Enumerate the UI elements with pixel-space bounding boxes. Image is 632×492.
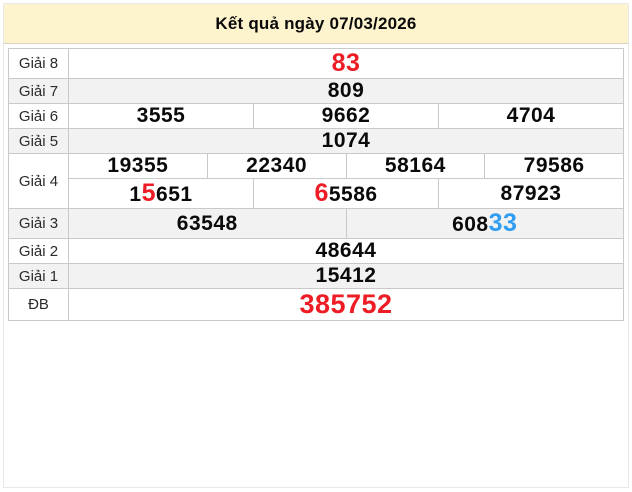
prize-label-giai-8: Giải 8 xyxy=(9,49,69,78)
prize-row-giai-6: Giải 6 3555 9662 4704 xyxy=(9,103,623,128)
digit-group: 48644 xyxy=(315,239,377,262)
prize-number-cell: 22340 xyxy=(206,154,346,178)
prize-number: 48644 xyxy=(316,239,377,263)
prize-number: 65586 xyxy=(314,179,377,208)
prize-row-giai-5: Giải 5 1074 xyxy=(9,128,623,153)
digit-group: 15412 xyxy=(315,264,377,287)
highlighted-digit: 5 xyxy=(141,179,157,207)
digit-group: 58164 xyxy=(384,154,446,177)
prize-row-giai-2: Giải 2 48644 xyxy=(9,238,623,263)
digit-group: 87923 xyxy=(500,181,562,205)
prize-number: 4704 xyxy=(507,104,556,128)
digit-group: 809 xyxy=(327,79,365,102)
prize-number-cell: 63548 xyxy=(69,209,346,238)
digit-group: 22340 xyxy=(246,154,308,177)
prize-number: 83 xyxy=(332,49,361,78)
prize-number-cell: 15651 xyxy=(69,179,253,208)
prize-number-cell: 87923 xyxy=(438,179,623,208)
digit-group: 651 xyxy=(156,183,193,206)
digit-group: 63548 xyxy=(176,211,238,235)
prize-label-giai-1: Giải 1 xyxy=(9,264,69,288)
prize-number: 79586 xyxy=(524,154,585,178)
prize-number-cell: 15412 xyxy=(69,264,623,288)
digit-group: 385752 xyxy=(299,289,393,319)
prize-number: 58164 xyxy=(385,154,446,178)
page-title: Kết quả ngày 07/03/2026 xyxy=(215,13,417,33)
prize-number-cell: 65586 xyxy=(253,179,438,208)
prize-number: 809 xyxy=(328,79,365,103)
digit-group: 5586 xyxy=(328,183,378,206)
results-header: Kết quả ngày 07/03/2026 xyxy=(4,4,628,44)
prize-number-cell: 79586 xyxy=(484,154,623,178)
prize-number: 15412 xyxy=(316,264,377,288)
prize-label-giai-7: Giải 7 xyxy=(9,79,69,103)
prize-number: 9662 xyxy=(322,104,371,128)
highlighted-digit: 6 xyxy=(314,179,329,207)
prize-number-cell: 1074 xyxy=(69,129,623,153)
prize-row-giai-8: Giải 8 83 xyxy=(9,49,623,78)
prize-number-cell: 809 xyxy=(69,79,623,103)
prize-row-db: ĐB 385752 xyxy=(9,288,623,320)
prize-label-giai-2: Giải 2 xyxy=(9,239,69,263)
prize-number: 22340 xyxy=(246,154,307,178)
prize-number-cell: 48644 xyxy=(69,239,623,263)
digit-group: 1 xyxy=(129,183,142,206)
prize-label-giai-4: Giải 4 xyxy=(9,154,69,208)
digit-group: 19355 xyxy=(107,154,169,177)
highlighted-digit: 33 xyxy=(488,209,518,237)
prize-row-giai-1: Giải 1 15412 xyxy=(9,263,623,288)
prize-number-cell: 3555 xyxy=(69,104,253,128)
results-table: Giải 8 83 Giải 7 809 Giải 6 3555 9662 4704 Giải … xyxy=(8,48,624,321)
digit-group: 83 xyxy=(331,49,361,77)
prize-number: 3555 xyxy=(137,104,186,128)
prize-number-cell: 385752 xyxy=(69,289,623,320)
digit-group: 9662 xyxy=(321,104,371,127)
prize-row-giai-7: Giải 7 809 xyxy=(9,78,623,103)
prize-number-cell: 83 xyxy=(69,49,623,78)
prize-number: 15651 xyxy=(129,179,192,208)
prize-row-giai-4: Giải 4 19355 22340 58164 79586 15651 65586 8792… xyxy=(9,153,623,208)
prize-number-cell: 4704 xyxy=(438,104,623,128)
digit-group: 1074 xyxy=(321,129,371,152)
prize-label-db: ĐB xyxy=(9,289,69,320)
prize-number: 87923 xyxy=(501,182,562,206)
digit-group: 3555 xyxy=(136,104,186,127)
prize-row-giai-3: Giải 3 63548 60833 xyxy=(9,208,623,238)
prize-number: 19355 xyxy=(107,154,168,178)
prize-number: 63548 xyxy=(177,212,238,236)
results-panel: Kết quả ngày 07/03/2026 Giải 8 83 Giải 7 80… xyxy=(3,3,629,488)
digit-group: 79586 xyxy=(523,154,585,177)
digit-group: 4704 xyxy=(506,104,556,127)
prize-label-giai-3: Giải 3 xyxy=(9,209,69,238)
prize-number-cell: 19355 xyxy=(69,154,207,178)
digit-group: 608 xyxy=(452,213,489,236)
prize-number-cell: 58164 xyxy=(345,154,485,178)
prize-label-giai-6: Giải 6 xyxy=(9,104,69,128)
prize-number-cell: 60833 xyxy=(345,209,624,238)
prize-number: 385752 xyxy=(299,289,392,320)
prize-number: 60833 xyxy=(452,209,517,238)
prize-label-giai-5: Giải 5 xyxy=(9,129,69,153)
prize-number: 1074 xyxy=(322,129,371,153)
prize-number-cell: 9662 xyxy=(253,104,438,128)
